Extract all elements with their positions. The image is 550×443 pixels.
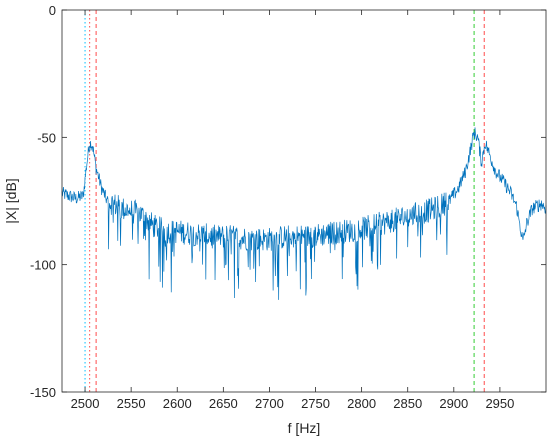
x-tick-label: 2900: [439, 396, 468, 411]
x-tick-label: 2850: [393, 396, 422, 411]
y-tick-label: -50: [37, 130, 56, 145]
y-tick-label: 0: [49, 3, 56, 18]
y-tick-label: -100: [30, 258, 56, 273]
x-tick-label: 2800: [347, 396, 376, 411]
plot-background: [62, 10, 546, 392]
x-tick-label: 2550: [117, 396, 146, 411]
spectrum-line: [61, 127, 547, 300]
y-axis-ticks: 0 -50 -100 -150: [30, 3, 546, 400]
plot-frame: [61, 9, 547, 393]
x-axis-label: f [Hz]: [288, 420, 321, 436]
marker-lines: [84, 10, 485, 392]
x-tick-label: 2600: [163, 396, 192, 411]
series-group: [61, 127, 547, 300]
y-tick-label: -150: [30, 385, 56, 400]
x-tick-label: 2650: [209, 396, 238, 411]
x-axis-ticks: 2500 2550 2600 2650 2700 2750 2800 2850 2900 2950: [71, 10, 514, 411]
x-tick-label: 2700: [255, 396, 284, 411]
x-tick-label: 2750: [301, 396, 330, 411]
x-tick-label: 2950: [485, 396, 514, 411]
x-tick-label: 2500: [71, 396, 100, 411]
y-axis-label: |X| [dB]: [3, 178, 19, 223]
